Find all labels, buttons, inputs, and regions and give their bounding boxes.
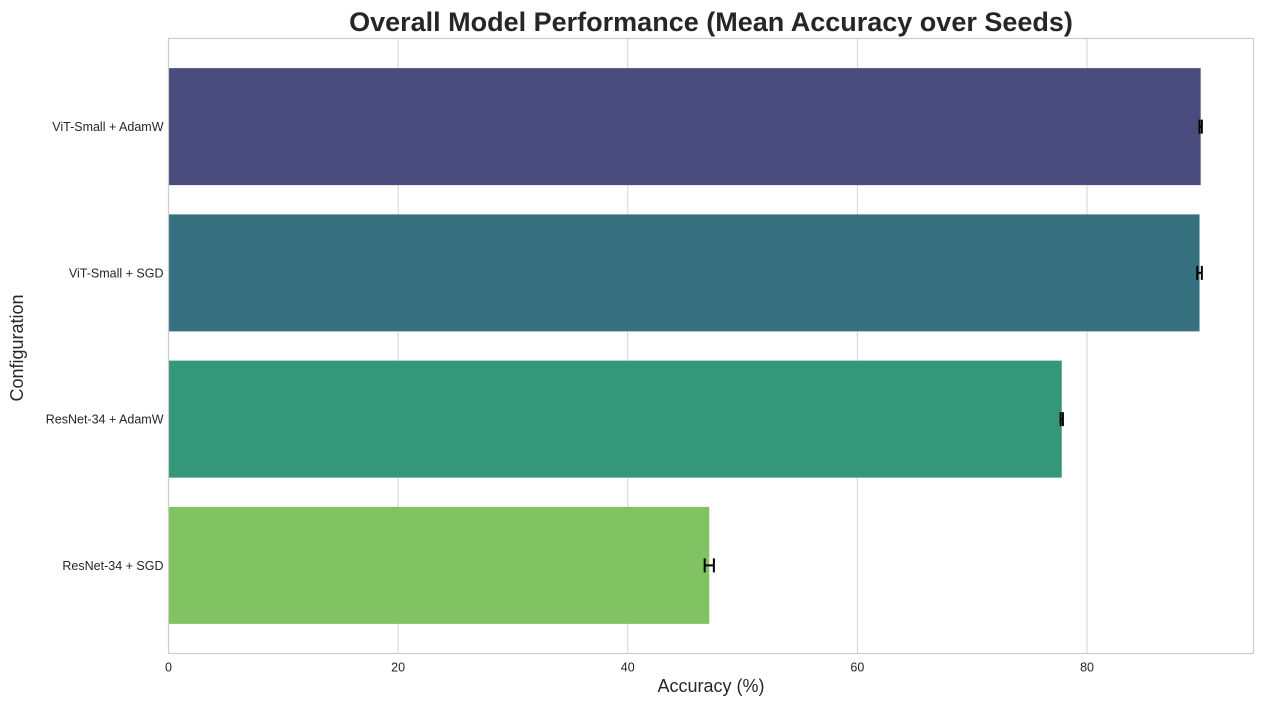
- bar-1: [168, 68, 1201, 186]
- x-tick-labels: 0 20 40 60 80: [165, 661, 1094, 675]
- error-bar-3: [1059, 412, 1064, 427]
- y-tick-label: ResNet-34 + AdamW: [46, 413, 164, 427]
- x-tick-label: 80: [1080, 661, 1094, 675]
- x-tick-label: 20: [391, 661, 405, 675]
- y-axis-label: Configuration: [7, 294, 27, 401]
- error-bar-4: [703, 558, 715, 573]
- y-tick-label: ViT-Small + SGD: [69, 266, 164, 280]
- bar-4: [168, 506, 710, 624]
- bar-2: [168, 214, 1200, 332]
- x-axis-label: Accuracy (%): [657, 676, 764, 696]
- error-bar-1: [1198, 119, 1203, 134]
- y-tick-labels: ViT-Small + AdamW ViT-Small + SGD ResNet-3…: [46, 120, 164, 573]
- y-tick-label: ViT-Small + AdamW: [52, 120, 163, 134]
- x-tick-label: 40: [621, 661, 635, 675]
- bars: [168, 68, 1201, 624]
- error-bar-2: [1196, 265, 1203, 280]
- x-tick-label: 0: [165, 661, 172, 675]
- x-tick-label: 60: [850, 661, 864, 675]
- bar-3: [168, 360, 1062, 478]
- y-tick-label: ResNet-34 + SGD: [62, 559, 163, 573]
- plot-frame: [167, 37, 1255, 655]
- error-bars: [703, 119, 1203, 573]
- chart-title: Overall Model Performance (Mean Accuracy…: [349, 7, 1073, 37]
